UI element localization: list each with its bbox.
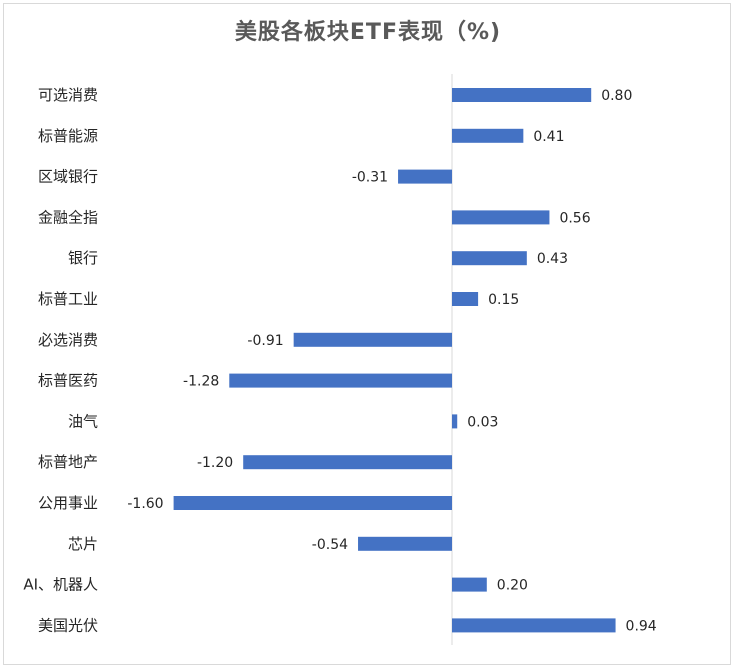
bar <box>398 169 452 184</box>
value-label: -0.91 <box>247 333 283 349</box>
bar <box>173 496 452 510</box>
bar <box>452 88 592 102</box>
category-label: 公用事业 <box>38 494 98 512</box>
category-label: 标普医药 <box>38 372 98 390</box>
bar <box>358 536 452 551</box>
category-label: 标普工业 <box>38 290 98 308</box>
bar <box>452 128 524 143</box>
value-label: -1.28 <box>183 374 219 390</box>
category-label: 标普能源 <box>38 127 98 145</box>
category-label: 银行 <box>68 249 98 267</box>
bar <box>452 210 550 225</box>
value-label: 0.03 <box>467 414 498 430</box>
value-label: 0.20 <box>497 578 528 594</box>
bar <box>452 618 616 633</box>
value-label: 0.56 <box>559 210 590 226</box>
category-label: 可选消费 <box>38 86 98 104</box>
category-label: 美国光伏 <box>38 616 98 634</box>
value-label: 0.94 <box>626 618 657 634</box>
value-label: -1.20 <box>197 455 233 471</box>
chart-title: 美股各板块ETF表现（%) <box>234 20 502 45</box>
category-label: 芯片 <box>68 535 98 553</box>
bar <box>243 455 452 470</box>
value-label: 0.80 <box>601 88 632 104</box>
value-label: -0.31 <box>352 170 388 186</box>
bar <box>452 414 458 429</box>
category-label: 标普地产 <box>38 453 98 471</box>
value-label: 0.41 <box>533 129 564 145</box>
category-label: AI、机器人 <box>23 576 98 594</box>
value-label: -1.60 <box>127 496 163 512</box>
value-label: -0.54 <box>312 537 348 553</box>
category-label: 区域银行 <box>38 168 98 186</box>
value-label: 0.15 <box>488 292 519 308</box>
bar <box>452 292 479 306</box>
category-label: 油气 <box>68 412 98 430</box>
category-label: 必选消费 <box>38 331 98 349</box>
bar <box>452 251 527 266</box>
bar <box>293 332 452 347</box>
bar <box>452 577 487 592</box>
value-label: 0.43 <box>537 251 568 267</box>
category-label: 金融全指 <box>38 208 98 226</box>
bar <box>229 373 452 388</box>
